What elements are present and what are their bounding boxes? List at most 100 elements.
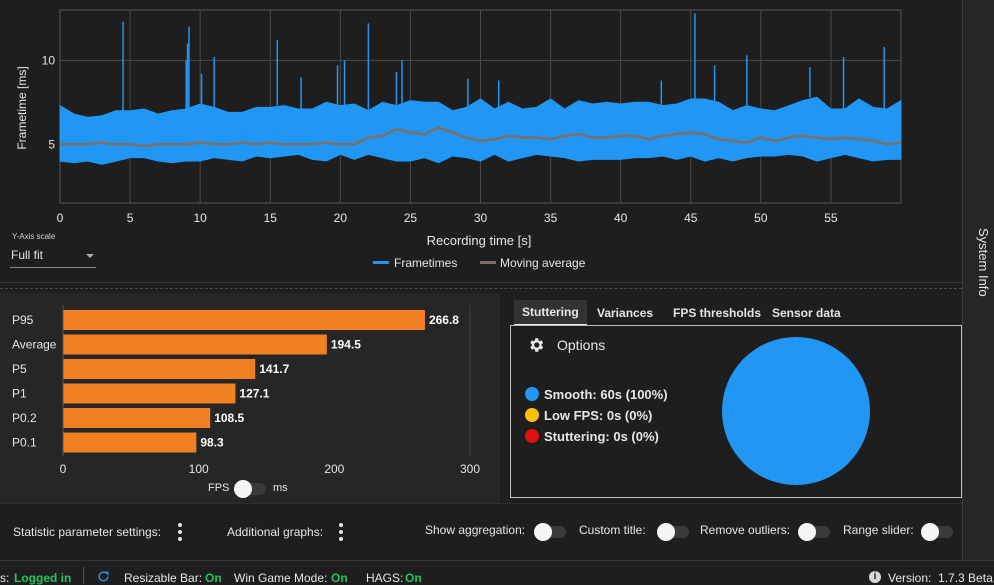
game-mode-label: Win Game Mode: — [234, 571, 328, 585]
x-tick-label: 30 — [474, 211, 488, 225]
toggle-knob — [798, 523, 816, 541]
legend-moving-average: Moving average — [500, 256, 586, 270]
settings-toolbar: Statistic parameter settings: Additional… — [0, 503, 962, 559]
bar — [63, 310, 425, 330]
tab-fps-thresholds[interactable]: FPS thresholds — [673, 306, 762, 320]
low-fps-dot-icon — [525, 408, 539, 422]
ms-label: ms — [273, 482, 288, 494]
bar-category-label: P0.2 — [12, 411, 37, 425]
system-info-tab[interactable]: System Info — [976, 228, 991, 297]
game-mode-value: On — [331, 571, 348, 585]
bar-value-label: 127.1 — [239, 387, 269, 401]
bar — [63, 334, 327, 355]
bar-x-tick-label: 0 — [60, 462, 67, 476]
legend-smooth: Smooth: 60s (100%) — [525, 384, 668, 405]
low-fps-value: 0s (0%) — [606, 408, 653, 423]
stuttering-content: Options Smooth: 60s (100%) Low FPS: 0s (… — [510, 325, 962, 498]
frametime-y-ticks: 5 10 — [42, 53, 56, 151]
stat-settings-menu-icon[interactable] — [178, 523, 182, 544]
range-slider-label: Range slider: — [843, 523, 914, 537]
legend-stuttering: Stuttering: 0s (0%) — [525, 426, 668, 447]
frametime-chart: 0 5 10 15 20 25 30 35 40 45 50 55 5 10 Frametime [ms… — [15, 9, 902, 270]
bar-x-tick-label: 200 — [324, 462, 344, 476]
frametime-y-label: Frametime [ms] — [15, 66, 29, 149]
fps-bar-chart: P95 266.8 Average 194.5 P5 141.7 P1 127.1 P0.2 10… — [12, 305, 480, 476]
analysis-tab-bar: Stuttering Variances FPS thresholds Sens… — [510, 300, 962, 326]
toggle-knob — [921, 523, 939, 541]
toggle-knob — [234, 480, 252, 498]
stuttering-value: 0s (0%) — [613, 429, 659, 444]
additional-graphs-label: Additional graphs: — [227, 525, 324, 539]
x-tick-label: 50 — [754, 211, 768, 225]
fps-ms-toggle[interactable] — [234, 480, 266, 498]
remove-outliers-toggle[interactable] — [798, 523, 830, 541]
y-axis-scale-dropdown[interactable]: Full fit — [10, 245, 96, 268]
legend-frametimes: Frametimes — [394, 256, 457, 270]
bar-category-label: P95 — [12, 313, 34, 327]
hags-label: HAGS: — [366, 571, 404, 585]
tab-variances[interactable]: Variances — [597, 306, 654, 320]
bar-value-label: 266.8 — [429, 313, 459, 327]
hags-value: On — [405, 571, 422, 585]
frametime-x-label: Recording time [s] — [427, 233, 532, 248]
legend-swatch-moving-average — [480, 261, 496, 264]
bar — [63, 432, 197, 453]
x-tick-label: 15 — [264, 211, 278, 225]
fps-label: FPS — [208, 482, 230, 494]
bar-x-tick-label: 100 — [189, 462, 209, 476]
x-tick-label: 55 — [824, 211, 838, 225]
bar — [63, 408, 211, 428]
bar-category-label: Average — [12, 338, 57, 352]
gear-icon — [530, 338, 544, 352]
x-tick-label: 40 — [614, 211, 628, 225]
legend-swatch-frametimes — [373, 261, 389, 264]
tab-sensor-data[interactable]: Sensor data — [772, 306, 841, 320]
additional-graphs-menu-icon[interactable] — [339, 523, 343, 544]
bar-series: P95 266.8 Average 194.5 P5 141.7 P1 127.1 P0.2 10… — [12, 310, 459, 453]
stat-settings-label: Statistic parameter settings: — [13, 525, 162, 539]
pie-slice-smooth — [722, 337, 870, 485]
refresh-icon[interactable] — [97, 570, 110, 583]
login-status: Logged in — [14, 571, 72, 585]
status-divider — [83, 567, 84, 584]
bar — [63, 359, 256, 379]
bar-category-label: P5 — [12, 362, 27, 376]
version-label: Version: 1.7.3 Beta — [888, 571, 993, 585]
tab-stuttering[interactable]: Stuttering — [514, 300, 587, 326]
moving-average-series — [60, 126, 902, 148]
smooth-value: 60s (100%) — [600, 387, 668, 402]
stutter-legend: Smooth: 60s (100%) Low FPS: 0s (0%) Stut… — [525, 384, 668, 447]
bar-value-label: 194.5 — [331, 338, 361, 352]
frametime-legend: Frametimes Moving average — [373, 256, 586, 270]
bar-x-ticks: 0 100 200 300 — [60, 305, 480, 476]
bar-x-tick-label: 300 — [460, 462, 480, 476]
info-icon[interactable]: i — [869, 571, 881, 583]
bar-value-label: 108.5 — [214, 411, 244, 425]
options-label: Options — [557, 337, 606, 353]
show-aggregation-toggle[interactable] — [534, 523, 566, 541]
y-tick-label: 5 — [48, 137, 55, 151]
custom-title-label: Custom title: — [579, 523, 646, 537]
x-tick-label: 5 — [127, 211, 134, 225]
y-axis-scale-value: Full fit — [11, 248, 44, 262]
resizable-bar-label: Resizable Bar: — [124, 571, 203, 585]
range-slider-toggle[interactable] — [921, 523, 953, 541]
toggle-knob — [534, 523, 552, 541]
show-aggregation-label: Show aggregation: — [425, 523, 526, 537]
x-tick-label: 0 — [57, 211, 64, 225]
splitter[interactable] — [0, 288, 962, 292]
y-tick-label: 10 — [42, 53, 56, 67]
x-tick-label: 45 — [684, 211, 698, 225]
x-tick-label: 35 — [544, 211, 558, 225]
system-info-side-panel[interactable]: System Info — [962, 0, 994, 560]
frametime-spikes — [122, 13, 885, 111]
stuttering-dot-icon — [525, 429, 539, 443]
custom-title-toggle[interactable] — [657, 523, 689, 541]
stutter-pie-chart — [722, 337, 870, 485]
bar-value-label: 98.3 — [200, 436, 224, 450]
bar-category-label: P0.1 — [12, 436, 37, 450]
bar-category-label: P1 — [12, 387, 27, 401]
bar — [63, 383, 236, 404]
frametime-x-ticks: 0 5 10 15 20 25 30 35 40 45 50 55 — [57, 211, 838, 225]
chevron-down-icon — [86, 254, 94, 258]
